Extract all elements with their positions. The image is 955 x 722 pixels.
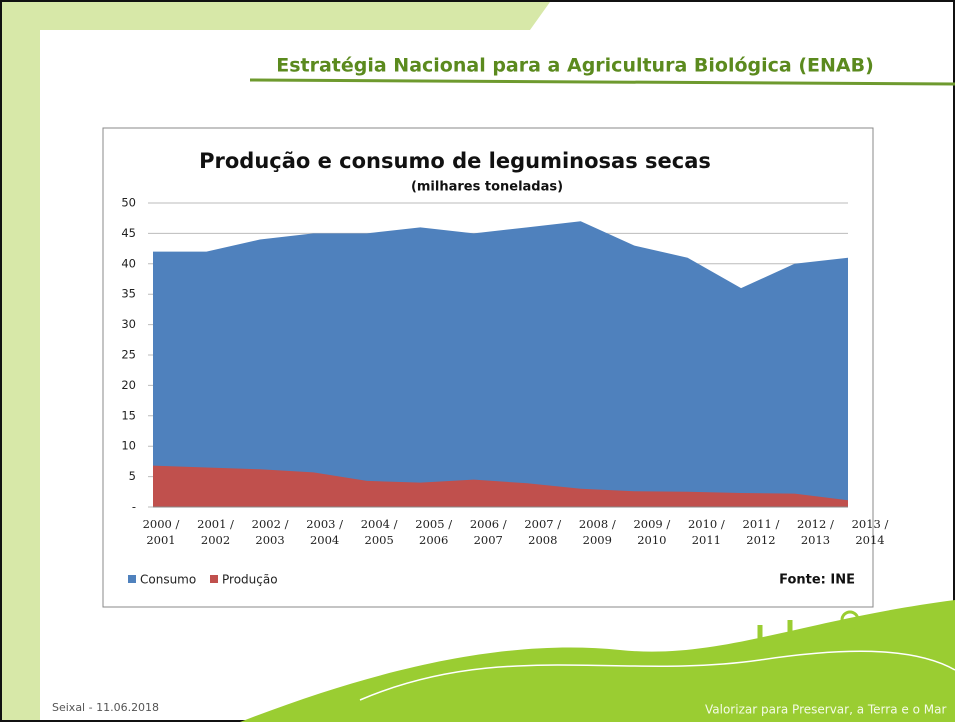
title-underline xyxy=(250,80,955,84)
legend-swatch xyxy=(128,575,136,583)
x-tick-label: 2013 / 2014 xyxy=(848,516,892,548)
x-tick-label: 2002 / 2003 xyxy=(248,516,292,548)
x-tick-label: 2008 / 2009 xyxy=(575,516,619,548)
chart-title: Produção e consumo de leguminosas secas xyxy=(199,149,711,173)
x-tick-label: 2012 / 2013 xyxy=(793,516,837,548)
slide-title: Estratégia Nacional para a Agricultura B… xyxy=(276,55,874,77)
footer-slogan: Valorizar para Preservar, a Terra e o Ma… xyxy=(705,703,946,717)
x-tick-label: 2005 / 2006 xyxy=(412,516,456,548)
x-tick-label: 2003 / 2004 xyxy=(303,516,347,548)
y-tick-label: 30 xyxy=(121,317,136,331)
x-tick-label: 2001 / 2002 xyxy=(194,516,238,548)
y-tick-label: 15 xyxy=(121,408,136,422)
y-tick-label: - xyxy=(132,500,136,514)
x-tick-label: 2010 / 2011 xyxy=(684,516,728,548)
legend-swatch xyxy=(210,575,218,583)
y-tick-label: 10 xyxy=(121,439,136,453)
x-tick-label: 2006 / 2007 xyxy=(466,516,510,548)
x-tick-label: 2009 / 2010 xyxy=(630,516,674,548)
y-tick-label: 35 xyxy=(121,287,136,301)
x-tick-label: 2007 / 2008 xyxy=(521,516,565,548)
footer-date: Seixal - 11.06.2018 xyxy=(52,701,159,714)
legend-label: Produção xyxy=(222,573,278,587)
slide-graphics: Estratégia Nacional para a Agricultura B… xyxy=(0,0,955,722)
y-tick-label: 50 xyxy=(121,196,136,210)
legend-label: Consumo xyxy=(140,573,196,587)
slide: Estratégia Nacional para a Agricultura B… xyxy=(0,0,955,722)
y-tick-label: 45 xyxy=(121,226,136,240)
x-tick-label: 2000 / 2001 xyxy=(139,516,183,548)
y-tick-label: 5 xyxy=(129,469,136,483)
y-tick-label: 20 xyxy=(121,378,136,392)
y-tick-label: 40 xyxy=(121,256,136,270)
chart-unit: (milhares toneladas) xyxy=(411,180,563,195)
x-tick-label: 2011 / 2012 xyxy=(739,516,783,548)
chart-source: Fonte: INE xyxy=(779,573,855,588)
x-tick-label: 2004 / 2005 xyxy=(357,516,401,548)
y-tick-label: 25 xyxy=(121,348,136,362)
